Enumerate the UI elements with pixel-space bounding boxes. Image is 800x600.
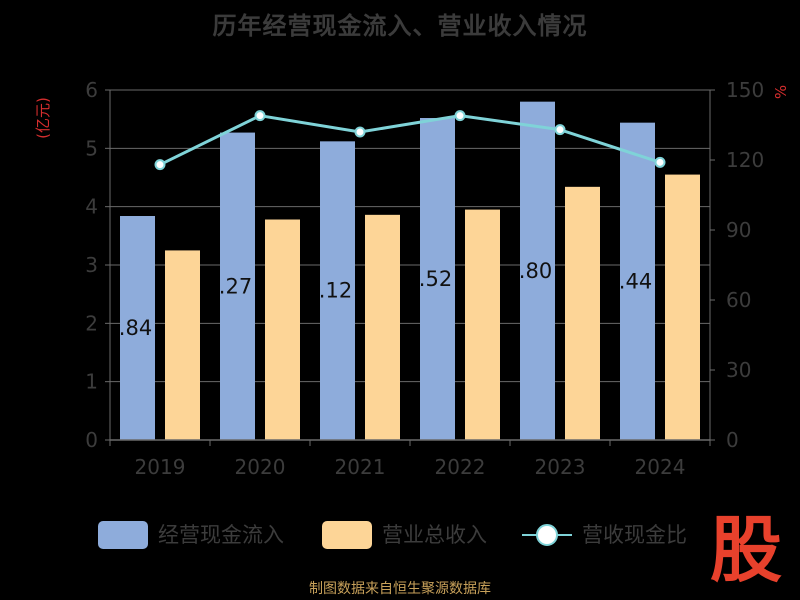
bar-revenue <box>665 174 700 441</box>
ratio-point <box>454 110 466 122</box>
bar-cash-inflow <box>620 122 655 441</box>
right-tick-label: 90 <box>726 218 751 242</box>
logo-glyph: 股 <box>709 508 782 592</box>
bar-layer: .84 .27 .12 .52 .80 .44 <box>119 101 700 441</box>
bar-cash-inflow-label: .52 <box>419 267 452 291</box>
bar-revenue <box>565 186 600 440</box>
x-tick-label: 2023 <box>535 455 586 479</box>
ratio-point <box>354 126 366 138</box>
line-layer <box>154 110 666 171</box>
left-tick-label: 4 <box>85 195 98 219</box>
legend-swatch-revenue <box>322 521 372 549</box>
legend-label-revenue: 营业总收入 <box>382 523 487 547</box>
x-tick-label: 2020 <box>235 455 286 479</box>
x-tick-label: 2021 <box>335 455 386 479</box>
x-tick-label: 2022 <box>435 455 486 479</box>
bar-cash-inflow-label: .27 <box>219 274 252 298</box>
legend-label-ratio: 营收现金比 <box>582 523 687 547</box>
bar-cash-inflow <box>220 132 255 441</box>
source-note: 制图数据来自恒生聚源数据库 <box>309 581 491 597</box>
bar-cash-inflow-label: .80 <box>519 259 552 283</box>
left-tick-label: 3 <box>85 253 98 277</box>
left-tick-label: 1 <box>85 370 98 394</box>
bar-cash-inflow <box>120 216 155 440</box>
x-tick-label: 2024 <box>635 455 686 479</box>
ratio-point <box>654 156 666 168</box>
left-tick-label: 2 <box>85 311 98 335</box>
x-tick-label: 2019 <box>135 455 186 479</box>
bar-revenue <box>465 209 500 440</box>
bar-revenue <box>265 219 300 440</box>
left-tick-label: 6 <box>85 78 98 102</box>
right-tick-label: 120 <box>726 148 764 172</box>
ratio-point <box>554 124 566 136</box>
left-tick-label: 5 <box>85 136 98 160</box>
right-tick-label: 150 <box>726 78 764 102</box>
legend-swatch-cash-inflow <box>98 521 148 549</box>
bar-revenue <box>165 250 200 440</box>
right-tick-label: 60 <box>726 288 751 312</box>
bar-cash-inflow <box>320 141 355 441</box>
bar-revenue <box>365 214 400 440</box>
ratio-point <box>154 159 166 171</box>
bar-cash-inflow-label: .44 <box>619 269 652 293</box>
bar-cash-inflow <box>520 101 555 441</box>
legend-label-cash-inflow: 经营现金流入 <box>158 523 284 547</box>
right-axis-unit: % <box>772 85 790 99</box>
legend-swatch-ratio-point <box>536 524 558 546</box>
bar-cash-inflow <box>420 118 455 440</box>
legend-layer: 经营现金流入 营业总收入 营收现金比 <box>98 521 687 549</box>
bar-cash-inflow-label: .84 <box>119 316 152 340</box>
right-tick-label: 30 <box>726 358 751 382</box>
left-tick-label: 0 <box>85 428 98 452</box>
ratio-point <box>254 110 266 122</box>
chart-title: 历年经营现金流入、营业收入情况 <box>212 12 588 40</box>
right-tick-label: 0 <box>726 428 739 452</box>
bar-cash-inflow-label: .12 <box>319 279 352 303</box>
ratio-line <box>159 114 661 167</box>
left-axis-unit: (亿元) <box>34 97 52 139</box>
